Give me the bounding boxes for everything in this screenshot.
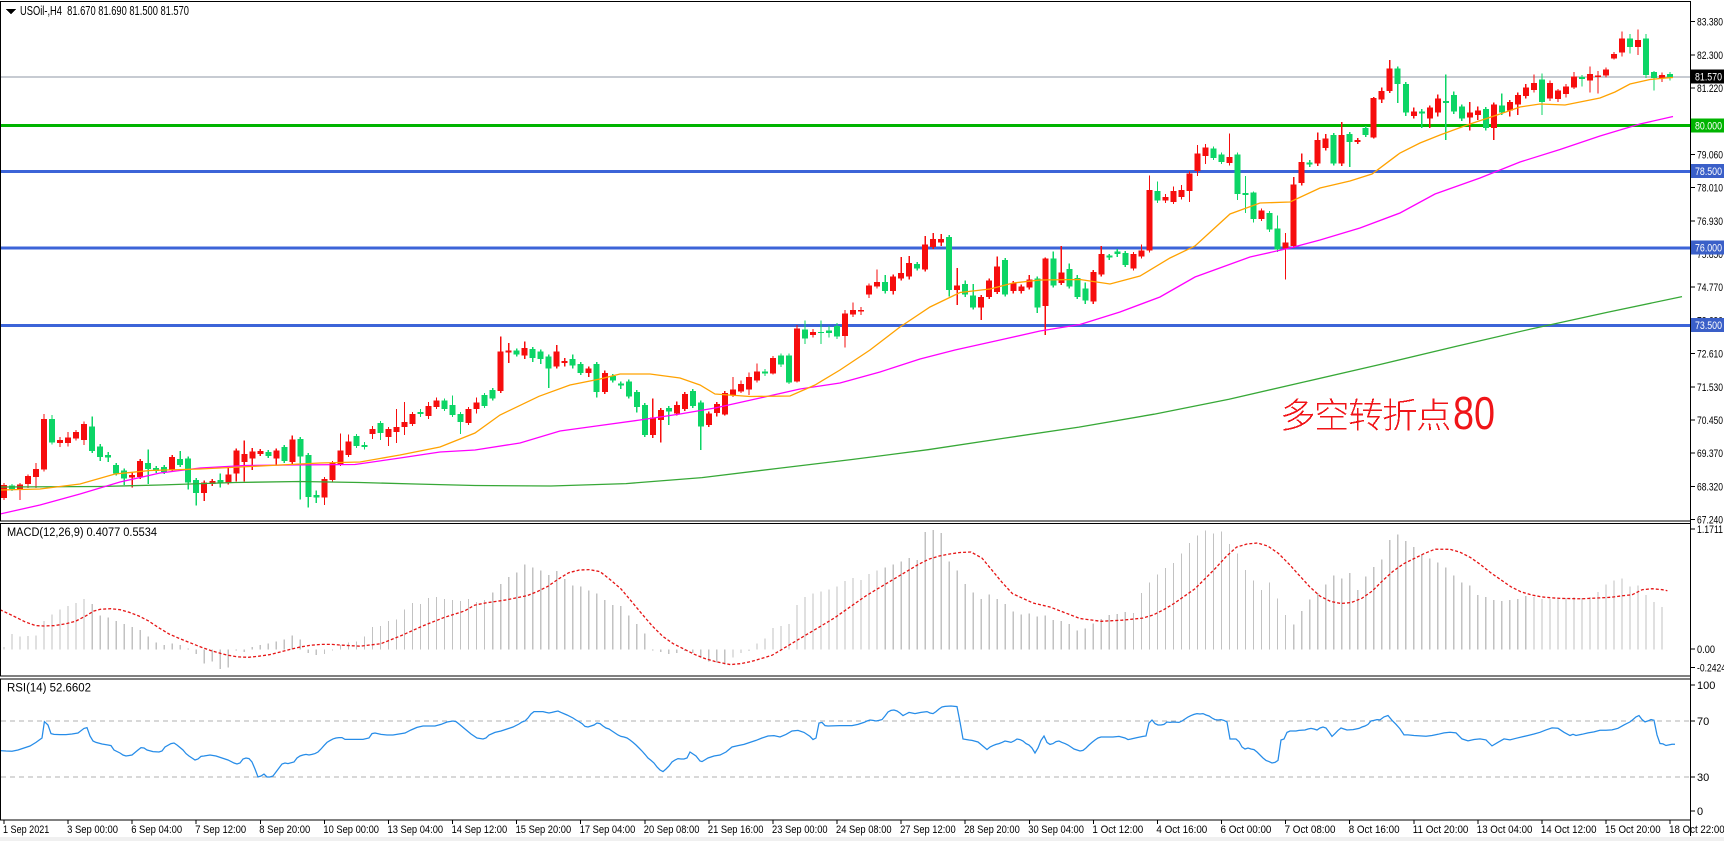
svg-text:-0.2424: -0.2424 [1697,662,1724,674]
svg-text:70.450: 70.450 [1697,415,1723,427]
svg-text:6 Oct 00:00: 6 Oct 00:00 [1221,824,1272,836]
svg-text:100: 100 [1697,680,1715,692]
svg-text:78.500: 78.500 [1695,166,1722,178]
svg-text:76.000: 76.000 [1695,243,1722,255]
svg-text:15 Oct 20:00: 15 Oct 20:00 [1605,824,1661,836]
svg-text:67.240: 67.240 [1697,515,1723,527]
svg-text:18 Oct 22:00: 18 Oct 22:00 [1669,824,1724,836]
svg-text:81.220: 81.220 [1697,83,1723,95]
svg-text:1 Oct 12:00: 1 Oct 12:00 [1092,824,1143,836]
svg-text:1.1711: 1.1711 [1697,524,1723,536]
svg-text:14 Sep 12:00: 14 Sep 12:00 [452,824,508,836]
svg-text:13 Oct 04:00: 13 Oct 04:00 [1477,824,1533,836]
svg-text:15 Sep 20:00: 15 Sep 20:00 [516,824,572,836]
svg-text:7 Oct 08:00: 7 Oct 08:00 [1285,824,1336,836]
svg-text:74.770: 74.770 [1697,282,1723,294]
svg-text:82.300: 82.300 [1697,50,1723,62]
svg-text:68.320: 68.320 [1697,481,1723,493]
svg-text:21 Sep 16:00: 21 Sep 16:00 [708,824,764,836]
svg-text:27 Sep 12:00: 27 Sep 12:00 [900,824,956,836]
svg-text:8 Oct 16:00: 8 Oct 16:00 [1349,824,1400,836]
svg-text:RSI(14) 52.6602: RSI(14) 52.6602 [7,683,91,695]
svg-text:MACD(12,26,9) 0.4077 0.5534: MACD(12,26,9) 0.4077 0.5534 [7,527,158,539]
svg-text:80: 80 [1453,387,1495,439]
svg-text:28 Sep 20:00: 28 Sep 20:00 [964,824,1020,836]
svg-text:72.610: 72.610 [1697,349,1723,361]
svg-text:79.060: 79.060 [1697,149,1723,161]
svg-text:11 Oct 20:00: 11 Oct 20:00 [1413,824,1469,836]
svg-text:24 Sep 08:00: 24 Sep 08:00 [836,824,892,836]
svg-text:70: 70 [1697,716,1709,728]
svg-text:80.000: 80.000 [1695,121,1722,133]
svg-text:10 Sep 00:00: 10 Sep 00:00 [323,824,379,836]
svg-text:0: 0 [1697,806,1703,818]
svg-text:3 Sep 00:00: 3 Sep 00:00 [67,824,118,836]
svg-text:13 Sep 04:00: 13 Sep 04:00 [388,824,444,836]
svg-text:83.380: 83.380 [1697,17,1723,29]
svg-text:69.370: 69.370 [1697,448,1723,460]
svg-text:1 Sep 2021: 1 Sep 2021 [3,824,49,836]
svg-text:6 Sep 04:00: 6 Sep 04:00 [131,824,182,836]
svg-text:30 Sep 04:00: 30 Sep 04:00 [1028,824,1084,836]
svg-text:20 Sep 08:00: 20 Sep 08:00 [644,824,700,836]
svg-text:81.570: 81.570 [1695,72,1722,84]
svg-text:7 Sep 12:00: 7 Sep 12:00 [195,824,246,836]
svg-text:4 Oct 16:00: 4 Oct 16:00 [1156,824,1207,836]
svg-text:14 Oct 12:00: 14 Oct 12:00 [1541,824,1597,836]
svg-text:71.530: 71.530 [1697,382,1723,394]
svg-text:76.930: 76.930 [1697,216,1723,228]
svg-text:17 Sep 04:00: 17 Sep 04:00 [580,824,636,836]
svg-text:USOil-,H4 81.670 81.690 81.50: USOil-,H4 81.670 81.690 81.500 81.570 [20,4,189,18]
svg-text:73.500: 73.500 [1695,320,1722,332]
svg-text:78.010: 78.010 [1697,183,1723,195]
svg-text:0.00: 0.00 [1697,644,1715,656]
svg-text:8 Sep 20:00: 8 Sep 20:00 [259,824,310,836]
svg-text:23 Sep 00:00: 23 Sep 00:00 [772,824,828,836]
svg-text:30: 30 [1697,772,1709,784]
